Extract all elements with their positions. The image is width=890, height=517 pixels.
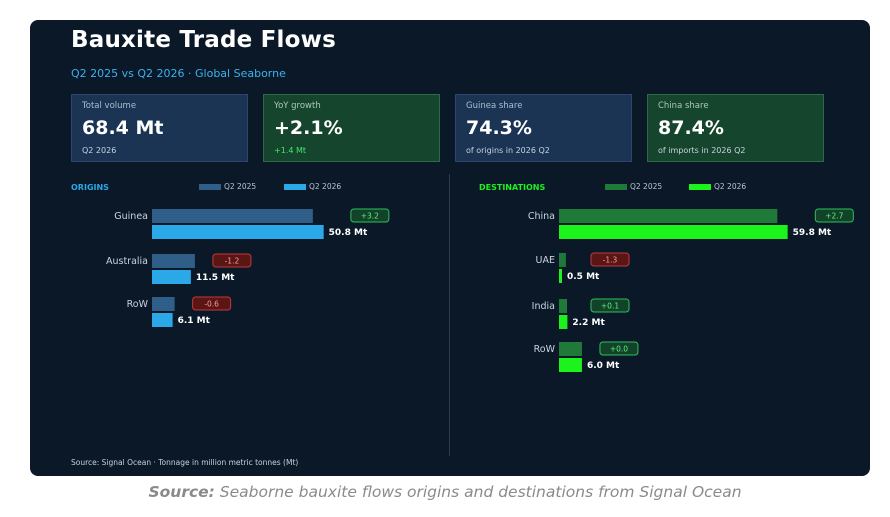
kpi-sub: of origins in 2026 Q2 — [466, 146, 550, 155]
origins-bar-2026 — [152, 270, 191, 284]
dest-value-label: 2.2 Mt — [572, 318, 605, 328]
dest-delta-label: +0.0 — [610, 345, 628, 354]
kpi-guinea-share: Guinea share 74.3% of origins in 2026 Q2 — [455, 94, 632, 162]
origins-value-label: 50.8 Mt — [329, 228, 368, 238]
chart-card: Bauxite Trade Flows Q2 2025 vs Q2 2026 ·… — [30, 20, 870, 476]
origins-category-label: RoW — [127, 299, 149, 310]
dest-bar-2025 — [559, 299, 568, 313]
dest-bar-2025 — [559, 342, 582, 356]
kpi-sub: of imports in 2026 Q2 — [658, 146, 746, 155]
caption-bold: Source: — [148, 483, 215, 501]
dest-delta-label: +0.1 — [601, 302, 619, 311]
kpi-label: Guinea share — [466, 101, 523, 111]
dest-value-label: 59.8 Mt — [793, 228, 832, 238]
origins-delta-label: -1.2 — [225, 257, 240, 266]
dest-bar-2025 — [559, 253, 566, 267]
kpi-label: Total volume — [82, 101, 137, 111]
figure-caption: Source: Seaborne bauxite flows origins a… — [0, 483, 890, 501]
dest-delta-badge — [814, 208, 854, 223]
origins-bar-2025 — [152, 254, 195, 268]
origins-delta-label: -0.6 — [204, 300, 219, 309]
dest-delta-label: +2.7 — [825, 212, 843, 221]
page-subtitle: Q2 2025 vs Q2 2026 · Global Seaborne — [71, 67, 286, 80]
legend-label-origins-2026: Q2 2026 — [309, 182, 342, 191]
origins-bar-2026 — [152, 225, 324, 239]
dest-category-label: UAE — [536, 255, 555, 266]
origins-delta-label: +3.2 — [361, 212, 379, 221]
caption-text: Seaborne bauxite flows origins and desti… — [214, 483, 742, 501]
origins-value-label: 11.5 Mt — [196, 273, 235, 283]
origins-bar-2025 — [152, 209, 313, 223]
origins-bar-2026 — [152, 313, 173, 327]
dest-category-label: India — [532, 301, 555, 312]
dest-bar-2026 — [559, 269, 562, 283]
dest-delta-badge — [599, 341, 639, 356]
origins-delta-badge — [350, 208, 390, 223]
legend-swatch-dest-2025 — [605, 184, 627, 190]
kpi-total-volume: Total volume 68.4 Mt Q2 2026 — [71, 94, 248, 162]
legend-label-dest-2026: Q2 2026 — [714, 182, 747, 191]
kpi-label: China share — [658, 101, 709, 111]
kpi-china-share: China share 87.4% of imports in 2026 Q2 — [647, 94, 824, 162]
dest-delta-badge — [590, 252, 630, 267]
origins-delta-badge — [192, 296, 232, 311]
legend-swatch-origins-2025 — [199, 184, 221, 190]
legend-label-dest-2025: Q2 2025 — [630, 182, 663, 191]
dest-bar-2026 — [559, 315, 568, 329]
dest-category-label: RoW — [534, 344, 556, 355]
kpi-value: 74.3% — [466, 117, 532, 139]
dest-value-label: 0.5 Mt — [567, 272, 600, 282]
legend-label-origins-2025: Q2 2025 — [224, 182, 257, 191]
kpi-yoy-growth: YoY growth +2.1% +1.4 Mt — [263, 94, 440, 162]
destinations-title: DESTINATIONS — [479, 183, 546, 192]
origins-bar-2025 — [152, 297, 175, 311]
kpi-label: YoY growth — [274, 101, 321, 111]
origins-delta-badge — [212, 253, 252, 268]
section-divider — [449, 174, 450, 456]
dest-category-label: China — [528, 211, 555, 222]
origins-category-label: Australia — [106, 256, 148, 267]
origins-category-label: Guinea — [114, 211, 148, 222]
source-footer: Source: Signal Ocean · Tonnage in millio… — [71, 458, 299, 467]
kpi-value: 87.4% — [658, 117, 724, 139]
origins-title: ORIGINS — [71, 183, 109, 192]
dest-delta-badge — [590, 298, 630, 313]
dest-value-label: 6.0 Mt — [587, 361, 620, 371]
bar-charts: Guinea 50.8 Mt +3.2 Australia 11.5 Mt -1.2 RoW… — [106, 208, 854, 372]
dest-bar-2026 — [559, 225, 788, 239]
kpi-sub: Q2 2026 — [82, 146, 117, 155]
legend-swatch-origins-2026 — [284, 184, 306, 190]
dest-delta-label: -1.3 — [603, 256, 618, 265]
kpi-value: 68.4 Mt — [82, 117, 164, 139]
kpi-value: +2.1% — [274, 117, 343, 139]
legend-swatch-dest-2026 — [689, 184, 711, 190]
dest-bar-2025 — [559, 209, 778, 223]
origins-value-label: 6.1 Mt — [178, 316, 211, 326]
kpi-sub: +1.4 Mt — [274, 146, 307, 155]
page-title: Bauxite Trade Flows — [71, 27, 336, 53]
dest-bar-2026 — [559, 358, 582, 372]
